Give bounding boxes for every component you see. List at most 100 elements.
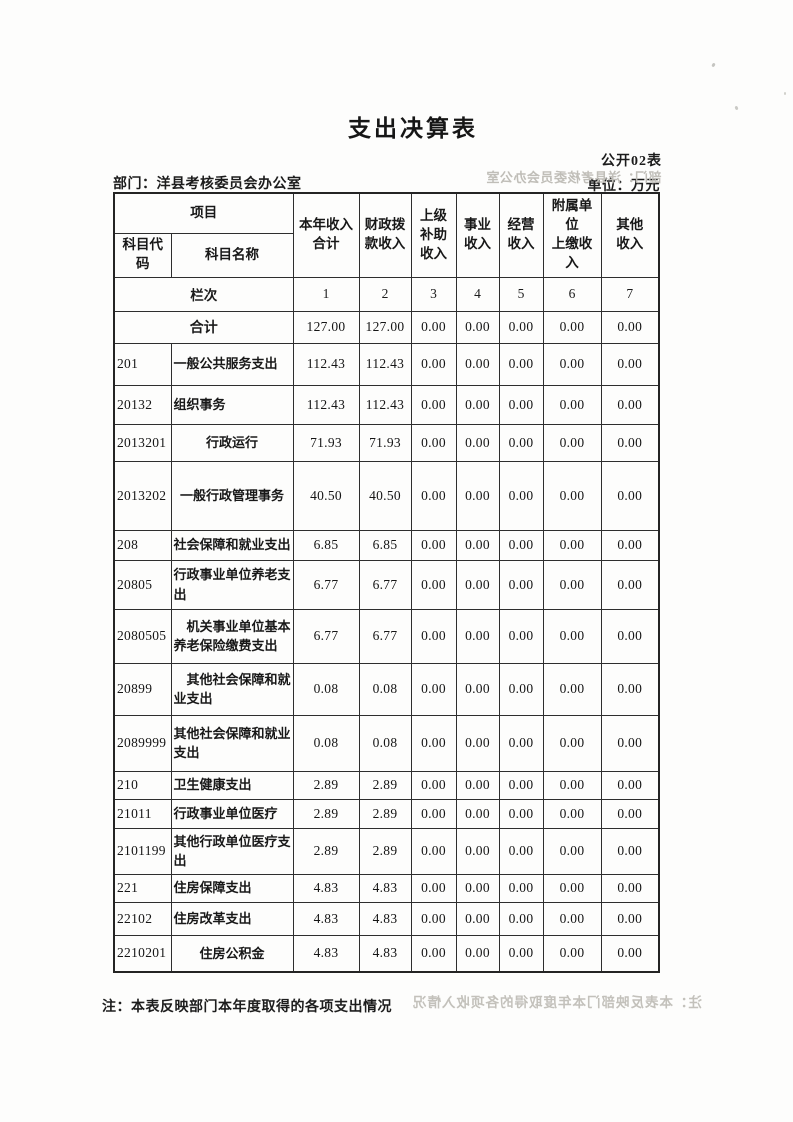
value-cell: 0.00 — [410, 901, 457, 936]
total-value-cell: 127.00 — [292, 310, 360, 344]
scan-speck — [734, 105, 739, 111]
subject-name-cell: 其他社会保障和就业支出 — [170, 714, 294, 772]
value-cell: 0.00 — [455, 460, 500, 531]
subject-name-cell: 行政事业单位养老支出 — [170, 559, 294, 610]
value-cell: 0.00 — [455, 662, 500, 716]
subject-code-cell: 20899 — [113, 662, 172, 716]
column-index-row: 栏次 1 2 3 4 5 6 7 — [113, 276, 660, 312]
table-row: 20132 组织事务 112.43 112.43 0.00 0.00 0.00 … — [113, 384, 660, 425]
subject-code-cell: 221 — [113, 873, 172, 903]
form-number-label: 公开02表 — [601, 154, 662, 169]
column-index-cell: 6 — [542, 276, 602, 312]
value-cell: 0.00 — [410, 559, 457, 610]
value-cell: 0.00 — [455, 608, 500, 664]
column-index-cell: 3 — [410, 276, 457, 312]
value-cell: 40.50 — [358, 460, 412, 531]
value-cell: 0.00 — [542, 827, 602, 875]
value-cell: 0.00 — [498, 608, 544, 664]
table-row: 2013201 行政运行 71.93 71.93 0.00 0.00 0.00 … — [113, 423, 660, 462]
value-cell: 0.00 — [498, 423, 544, 462]
subject-name-cell: 卫生健康支出 — [170, 770, 294, 800]
value-cell: 0.00 — [542, 901, 602, 936]
value-cell: 0.00 — [455, 714, 500, 772]
value-cell: 0.00 — [600, 714, 660, 772]
column-index-cell: 2 — [358, 276, 412, 312]
unit-label: 单位：万元 — [587, 179, 660, 194]
total-value-cell: 0.00 — [600, 310, 660, 344]
value-cell: 0.00 — [455, 873, 500, 903]
value-cell: 0.00 — [455, 827, 500, 875]
value-cell: 0.00 — [600, 384, 660, 425]
value-cell: 0.00 — [542, 770, 602, 800]
subject-code-cell: 201 — [113, 342, 172, 386]
value-cell: 112.43 — [358, 384, 412, 425]
value-cell: 0.00 — [410, 608, 457, 664]
value-cell: 0.00 — [455, 934, 500, 973]
subject-code-cell: 2101199 — [113, 827, 172, 875]
subject-code-cell: 2013201 — [113, 423, 172, 462]
value-cell: 0.00 — [542, 384, 602, 425]
subject-code-cell: 2013202 — [113, 460, 172, 531]
value-cell: 0.00 — [410, 662, 457, 716]
value-cell: 71.93 — [292, 423, 360, 462]
value-cell: 0.00 — [410, 423, 457, 462]
value-cell: 0.00 — [600, 662, 660, 716]
value-cell: 0.00 — [600, 423, 660, 462]
value-cell: 2.89 — [358, 770, 412, 800]
column-index-cell: 5 — [498, 276, 544, 312]
subject-code-cell: 2089999 — [113, 714, 172, 772]
subject-name-cell: 住房改革支出 — [170, 901, 294, 936]
value-cell: 0.00 — [498, 460, 544, 531]
value-cell: 0.00 — [498, 384, 544, 425]
value-cell: 4.83 — [292, 934, 360, 973]
value-cell: 0.08 — [358, 662, 412, 716]
subject-code-cell: 2080505 — [113, 608, 172, 664]
col-header-fiscal-allocation-income: 财政拨 款收入 — [358, 192, 412, 278]
table-row: 201 一般公共服务支出 112.43 112.43 0.00 0.00 0.0… — [113, 342, 660, 386]
table-row: 21011 行政事业单位医疗 2.89 2.89 0.00 0.00 0.00 … — [113, 798, 660, 829]
subject-name-cell: 行政事业单位医疗 — [170, 798, 294, 829]
value-cell: 2.89 — [292, 770, 360, 800]
value-cell: 112.43 — [292, 342, 360, 386]
table-row: 2101199 其他行政单位医疗支出 2.89 2.89 0.00 0.00 0… — [113, 827, 660, 875]
document-title: 支出决算表 — [348, 116, 478, 141]
value-cell: 0.00 — [600, 770, 660, 800]
value-cell: 4.83 — [358, 873, 412, 903]
scan-speck — [711, 62, 716, 68]
value-cell: 0.00 — [542, 460, 602, 531]
table-row: 2080505 机关事业单位基本养老保险缴费支出 6.77 6.77 0.00 … — [113, 608, 660, 664]
value-cell: 2.89 — [358, 827, 412, 875]
subject-name-cell: 一般行政管理事务 — [170, 460, 294, 531]
total-label: 合计 — [113, 310, 294, 344]
value-cell: 0.00 — [455, 342, 500, 386]
project-header: 项目 — [113, 192, 294, 234]
value-cell: 112.43 — [358, 342, 412, 386]
table-row: 2210201 住房公积金 4.83 4.83 0.00 0.00 0.00 0… — [113, 934, 660, 973]
column-index-cell: 7 — [600, 276, 660, 312]
value-cell: 0.00 — [600, 460, 660, 531]
value-cell: 0.00 — [498, 827, 544, 875]
value-cell: 4.83 — [292, 901, 360, 936]
subject-name-cell: 社会保障和就业支出 — [170, 529, 294, 561]
value-cell: 0.00 — [410, 384, 457, 425]
value-cell: 0.00 — [410, 529, 457, 561]
value-cell: 71.93 — [358, 423, 412, 462]
value-cell: 4.83 — [292, 873, 360, 903]
expenditure-table: 项目 本年收入 合计 财政拨 款收入 上级 补助 收入 事业 收入 经营 收入 … — [113, 192, 660, 973]
footnote: 注：本表反映部门本年度取得的各项支出情况 — [102, 1000, 392, 1015]
value-cell: 0.08 — [292, 714, 360, 772]
value-cell: 0.00 — [455, 901, 500, 936]
value-cell: 0.00 — [600, 608, 660, 664]
value-cell: 0.00 — [600, 901, 660, 936]
col-header-annual-income-total: 本年收入 合计 — [292, 192, 360, 278]
value-cell: 0.00 — [542, 423, 602, 462]
subject-name-cell: 其他社会保障和就业支出 — [170, 662, 294, 716]
value-cell: 4.83 — [358, 901, 412, 936]
subject-code-cell: 21011 — [113, 798, 172, 829]
value-cell: 4.83 — [358, 934, 412, 973]
value-cell: 40.50 — [292, 460, 360, 531]
value-cell: 0.00 — [542, 714, 602, 772]
value-cell: 0.00 — [600, 798, 660, 829]
value-cell: 0.00 — [498, 934, 544, 973]
